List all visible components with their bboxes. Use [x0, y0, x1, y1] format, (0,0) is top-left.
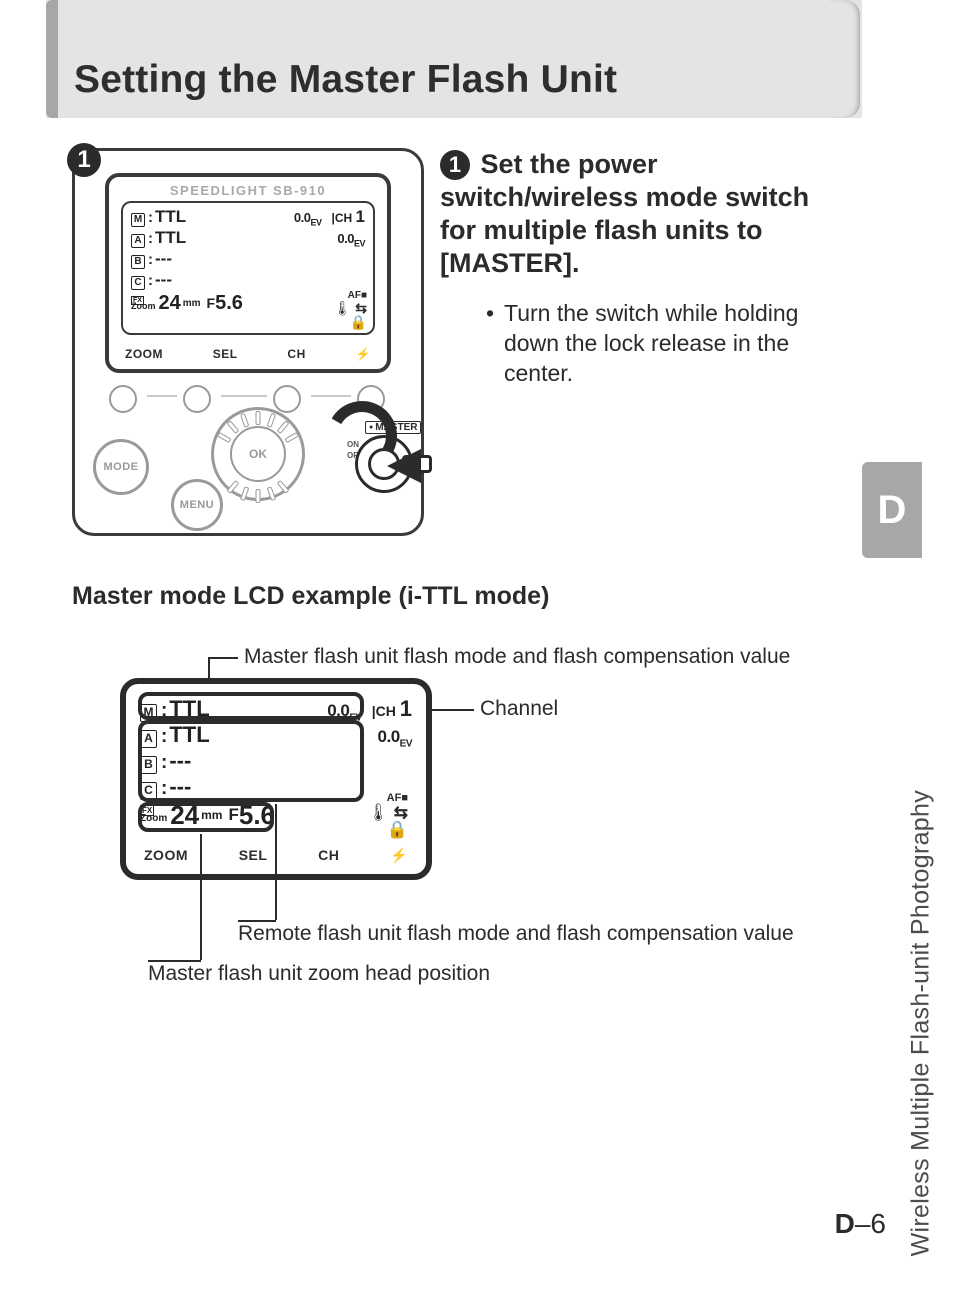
ok-button: OK — [230, 426, 286, 482]
device-lcd: SPEEDLIGHT SB-910 M: TTL 0.0EV |CH 1 A: … — [105, 173, 391, 373]
softkey-btn-3 — [273, 385, 301, 413]
group-B-icon: B — [131, 255, 145, 269]
group-M-mode: TTL — [155, 207, 186, 227]
section2-title: Master mode LCD example (i-TTL mode) — [72, 582, 549, 611]
group-B-mode: --- — [155, 249, 172, 269]
callout-line — [208, 657, 238, 659]
callout-remote: Remote flash unit flash mode and flash c… — [238, 922, 794, 946]
page-number: D–6 — [835, 1208, 886, 1240]
callout-zoom-position: Master flash unit zoom head position — [148, 962, 490, 986]
btn-connector — [311, 395, 351, 397]
header: Setting the Master Flash Unit — [0, 0, 862, 118]
power-knob — [368, 448, 400, 480]
softkey-btn-4 — [357, 385, 385, 413]
softkey-sel: SEL — [213, 347, 238, 361]
section-vertical-label: Wireless Multiple Flash-unit Photography — [906, 790, 935, 1256]
lcd2-softkey-sel: SEL — [239, 847, 268, 864]
group-M-icon: M — [131, 213, 145, 227]
lcd-status-icons: AF■ 🌡 ⇆ 🔒 — [334, 291, 367, 329]
softkey-ch: CH — [287, 347, 305, 361]
group-C-icon: C — [131, 276, 145, 290]
page-title: Setting the Master Flash Unit — [74, 58, 617, 102]
step-body: •Turn the switch while holding down the … — [486, 298, 840, 389]
lcd-row-zoom: FXZoom 24 mm F 5.6 — [131, 291, 365, 315]
lcd2-channel: |CH 1 — [372, 696, 412, 722]
master-position-label: MASTER — [365, 421, 421, 434]
callout-master-mode: Master flash unit flash mode and flash c… — [244, 645, 790, 669]
group-M-ev: 0.0EV — [294, 210, 322, 228]
highlight-master-row — [138, 692, 364, 720]
lcd-screen: M: TTL 0.0EV |CH 1 A: TTL 0.0EV B: --- C… — [121, 201, 375, 335]
header-bg-round — [830, 0, 860, 118]
power-master-switch — [355, 435, 413, 493]
zoom-value: 24 — [159, 292, 181, 315]
lcd2-softkey-zoom: ZOOM — [144, 847, 188, 864]
section-tab-letter: D — [878, 488, 907, 533]
mode-button: MODE — [93, 439, 149, 495]
selector-dial: OK — [211, 407, 305, 501]
group-A-icon: A — [131, 234, 145, 248]
callout-line — [200, 834, 202, 960]
highlight-remote-rows — [138, 720, 364, 802]
lcd-row-B: B: --- — [131, 249, 365, 270]
lcd2-group-A-ev: 0.0EV — [378, 727, 412, 749]
btn-connector — [221, 395, 267, 397]
group-A-mode: TTL — [155, 228, 186, 248]
section-tab: D — [862, 462, 922, 558]
header-accent-bar — [46, 0, 58, 118]
zoom-label: FXZoom — [131, 296, 156, 311]
step-1-text: 1 Set the power switch/wireless mode swi… — [440, 148, 840, 389]
softkey-btn-1 — [109, 385, 137, 413]
lcd2-softkey-ch: CH — [318, 847, 339, 864]
softkey-zoom: ZOOM — [125, 347, 163, 361]
menu-button: MENU — [171, 479, 223, 531]
callout-channel: Channel — [480, 697, 558, 721]
step-number-badge: 1 — [440, 150, 470, 180]
aperture-value: 5.6 — [215, 292, 243, 315]
lcd2-softkey-flash-icon: ⚡ — [390, 847, 408, 864]
softkey-flash-icon: ⚡ — [356, 347, 371, 361]
group-C-mode: --- — [155, 270, 172, 290]
channel-indicator: |CH 1 — [331, 207, 365, 227]
lcd2-status-icons: AF■ 🌡 ⇆ 🔒 — [367, 793, 408, 838]
lcd-row-M: M: TTL 0.0EV |CH 1 — [131, 207, 365, 228]
callout-line — [275, 804, 277, 920]
device-step-badge: 1 — [67, 143, 101, 177]
group-A-ev: 0.0EV — [337, 231, 365, 249]
softkey-btn-2 — [183, 385, 211, 413]
step-heading: Set the power switch/wireless mode switc… — [440, 149, 809, 278]
lcd-softkeys: ZOOM SEL CH ⚡ — [125, 347, 371, 361]
zoom-mm: mm — [183, 298, 201, 309]
lcd-row-A: A: TTL 0.0EV — [131, 228, 365, 249]
device-controls: 🔒 MODE MENU OK MASTER ON OFF — [89, 383, 407, 523]
highlight-zoom — [138, 802, 274, 832]
btn-connector — [147, 395, 177, 397]
device-illustration: 1 SPEEDLIGHT SB-910 M: TTL 0.0EV |CH 1 A… — [72, 148, 424, 536]
device-model-label: SPEEDLIGHT SB-910 — [109, 183, 387, 198]
lcd-row-C: C: --- — [131, 270, 365, 291]
power-grip — [402, 455, 432, 473]
step-bullet-text: Turn the switch while holding down the l… — [504, 298, 840, 389]
aperture-f: F — [207, 295, 216, 311]
